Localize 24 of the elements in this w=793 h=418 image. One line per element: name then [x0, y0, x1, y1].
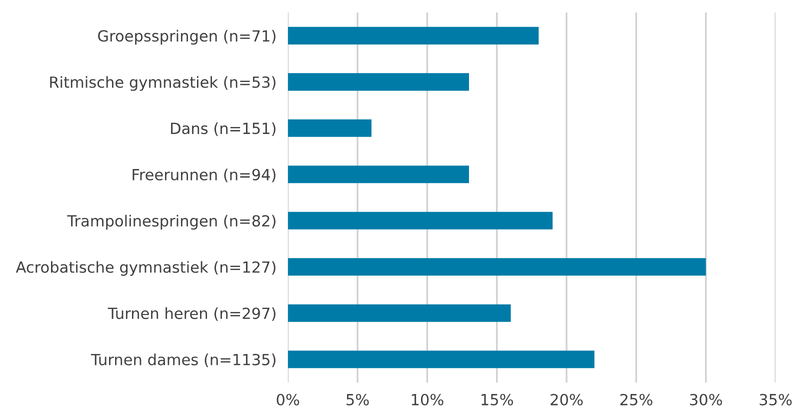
bar	[288, 258, 706, 276]
y-tick-label: Trampolinespringen (n=82)	[67, 214, 276, 230]
bar	[288, 26, 539, 44]
x-tick-label: 35%	[760, 394, 792, 406]
y-tick-label: Dans (n=151)	[171, 122, 276, 136]
bar	[288, 119, 372, 137]
y-tick-label: Ritmische gymnastiek (n=53)	[50, 76, 276, 91]
x-tick-label: 15%	[482, 394, 514, 406]
y-tick-label: Freerunnen (n=94)	[132, 168, 276, 182]
x-tick-label: 25%	[620, 394, 652, 406]
x-tick-label: 0%	[276, 394, 300, 406]
bar	[288, 212, 553, 230]
y-tick-label: Groepsspringen (n=71)	[98, 30, 276, 45]
y-tick-label: Turnen heren (n=297)	[108, 307, 276, 321]
bar	[288, 350, 594, 368]
x-tick-label: 20%	[550, 394, 583, 406]
bar	[288, 166, 470, 184]
x-tick-label: 10%	[412, 394, 444, 406]
y-tick-label: Turnen dames (n=1135)	[90, 354, 276, 368]
bar	[288, 73, 470, 91]
y-tick-label: Acrobatische gymnastiek (n=127)	[16, 261, 276, 276]
x-tick-label: 5%	[346, 394, 369, 406]
bar	[288, 304, 511, 322]
x-tick-label: 30%	[690, 394, 722, 406]
